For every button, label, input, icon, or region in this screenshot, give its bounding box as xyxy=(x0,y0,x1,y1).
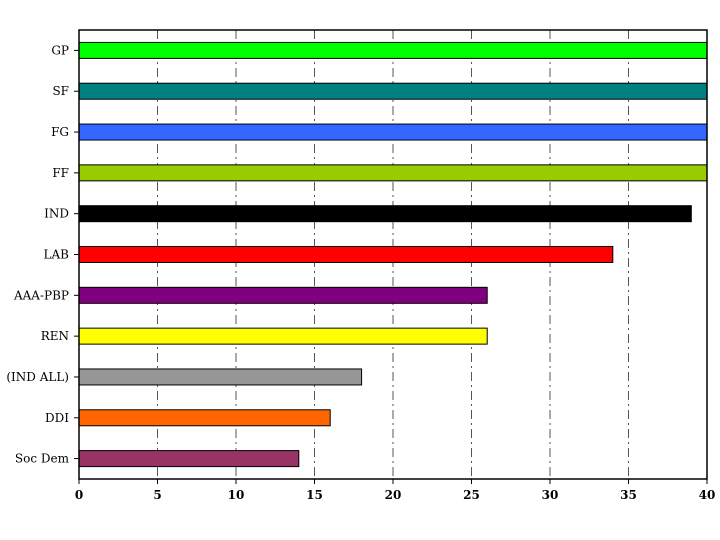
bar-ind xyxy=(78,205,692,223)
category-label: GP xyxy=(51,43,69,57)
bar-fg xyxy=(78,123,708,141)
category-label: DDI xyxy=(45,411,69,425)
bars xyxy=(78,41,708,468)
x-tick-label: 5 xyxy=(153,488,161,502)
grid-lines xyxy=(157,30,629,479)
y-axis-categories: GP SF FG FF IND LAB AAA-PBP REN (IND ALL) DDI Soc … xyxy=(6,43,79,466)
category-label: IND xyxy=(44,207,69,221)
bar-sf xyxy=(78,82,708,100)
bar-lab xyxy=(78,246,614,263)
bar-ind-all xyxy=(78,368,363,386)
x-tick-label: 25 xyxy=(463,488,480,502)
category-label: (IND ALL) xyxy=(6,370,69,384)
category-label: LAB xyxy=(44,248,70,262)
bar-soc-dem xyxy=(78,450,300,468)
bar-ddi xyxy=(78,409,331,427)
x-axis-ticks: 0 5 10 15 20 25 30 35 40 xyxy=(75,479,716,502)
category-label: FG xyxy=(51,125,69,139)
bar-aaa-pbp xyxy=(78,286,488,304)
category-label: SF xyxy=(52,84,69,98)
x-tick-label: 35 xyxy=(620,488,637,502)
x-tick-label: 0 xyxy=(75,488,83,502)
x-tick-label: 10 xyxy=(228,488,245,502)
x-tick-label: 40 xyxy=(699,488,716,502)
category-label: AAA-PBP xyxy=(13,288,69,302)
category-label: Soc Dem xyxy=(15,452,70,466)
x-tick-label: 20 xyxy=(385,488,402,502)
x-tick-label: 30 xyxy=(542,488,559,502)
bar-ren xyxy=(78,327,488,345)
bar-gp xyxy=(78,41,708,59)
category-label: FF xyxy=(52,166,69,180)
x-tick-label: 15 xyxy=(306,488,323,502)
bar-ff xyxy=(78,164,708,182)
category-label: REN xyxy=(41,329,69,343)
